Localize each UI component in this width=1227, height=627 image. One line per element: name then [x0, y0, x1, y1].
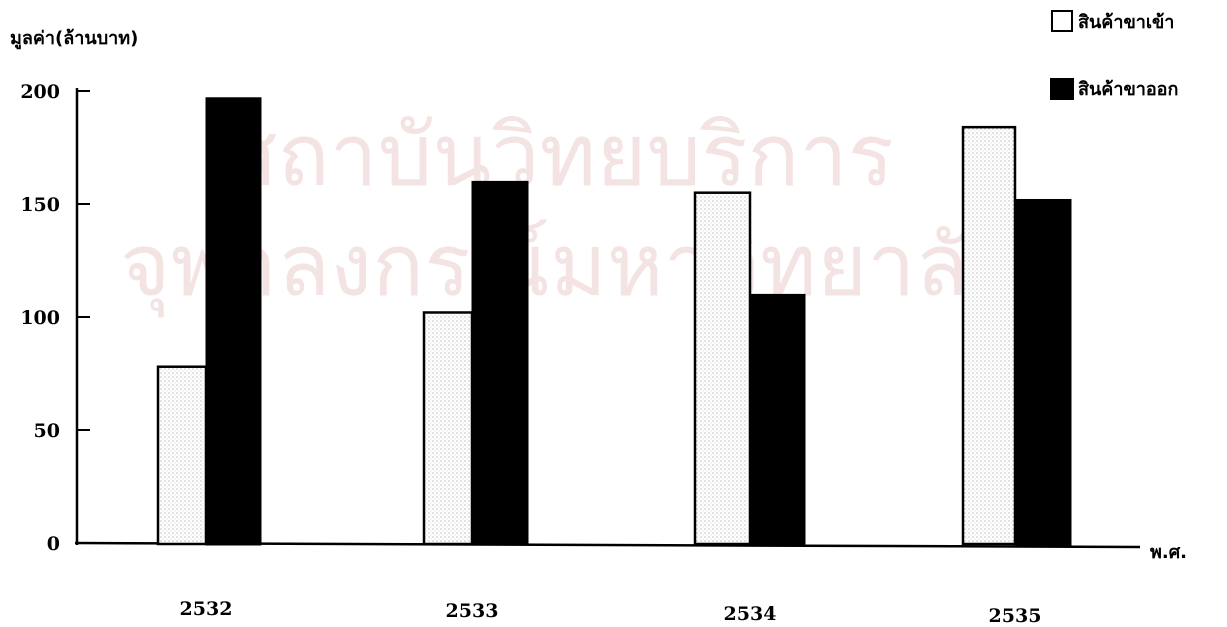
y-tick-label: 0 — [47, 533, 60, 555]
x-tick-label-2533: 2533 — [446, 600, 499, 622]
bar-imports-2532 — [156, 365, 208, 546]
y-axis-ticks: 0 50 100 150 200 — [20, 81, 90, 555]
y-tick-label: 150 — [20, 194, 60, 216]
bar-exports-2534 — [749, 293, 806, 546]
y-tick-label: 200 — [20, 81, 60, 103]
watermark-line-1: สถาบันวิทยบริการ — [225, 106, 894, 206]
bar-imports-2534 — [693, 191, 752, 546]
x-axis-title: พ.ศ. — [1150, 542, 1187, 563]
watermark: สถาบันวิทยบริการ จุฬาลงกรณ์มหาวิทยาลัย — [120, 106, 1019, 318]
legend: สินค้าขาเข้า สินค้าขาออก — [1050, 10, 1178, 100]
bar-imports-2535 — [961, 125, 1017, 546]
legend-swatch-exports — [1050, 78, 1074, 100]
x-axis-tick-labels: 2532 2533 2534 2535 — [180, 598, 1042, 627]
y-tick-label: 100 — [20, 307, 60, 329]
x-tick-label-2532: 2532 — [180, 598, 233, 620]
bar-exports-2535 — [1014, 198, 1072, 546]
watermark-line-2: จุฬาลงกรณ์มหาวิทยาลัย — [120, 216, 1019, 318]
y-axis-title: มูลค่า(ล้านบาท) — [10, 28, 138, 50]
y-tick-label: 50 — [34, 420, 60, 442]
x-tick-label-2534: 2534 — [724, 603, 777, 625]
bars — [156, 97, 1072, 546]
legend-label-imports: สินค้าขาเข้า — [1078, 12, 1174, 33]
legend-swatch-imports — [1051, 10, 1073, 32]
legend-label-exports: สินค้าขาออก — [1078, 79, 1178, 100]
bar-imports-2533 — [422, 311, 474, 546]
bar-exports-2533 — [471, 180, 529, 546]
bar-exports-2532 — [205, 97, 262, 546]
x-tick-label-2535: 2535 — [989, 605, 1042, 627]
